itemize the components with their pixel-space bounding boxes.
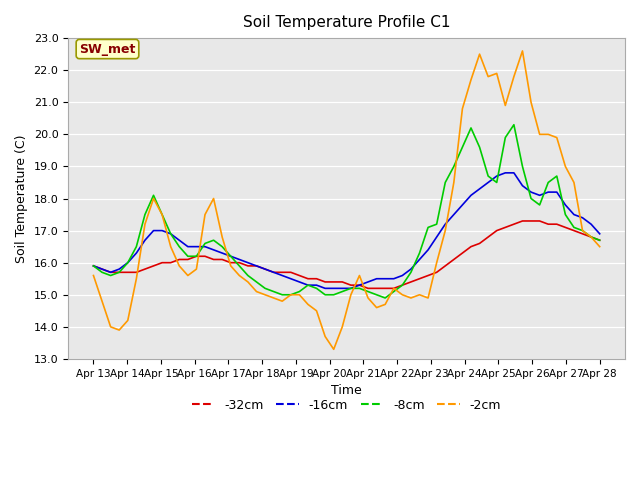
Title: Soil Temperature Profile C1: Soil Temperature Profile C1 (243, 15, 451, 30)
Text: SW_met: SW_met (79, 43, 136, 56)
Y-axis label: Soil Temperature (C): Soil Temperature (C) (15, 134, 28, 263)
X-axis label: Time: Time (332, 384, 362, 397)
Legend: -32cm, -16cm, -8cm, -2cm: -32cm, -16cm, -8cm, -2cm (187, 394, 506, 417)
